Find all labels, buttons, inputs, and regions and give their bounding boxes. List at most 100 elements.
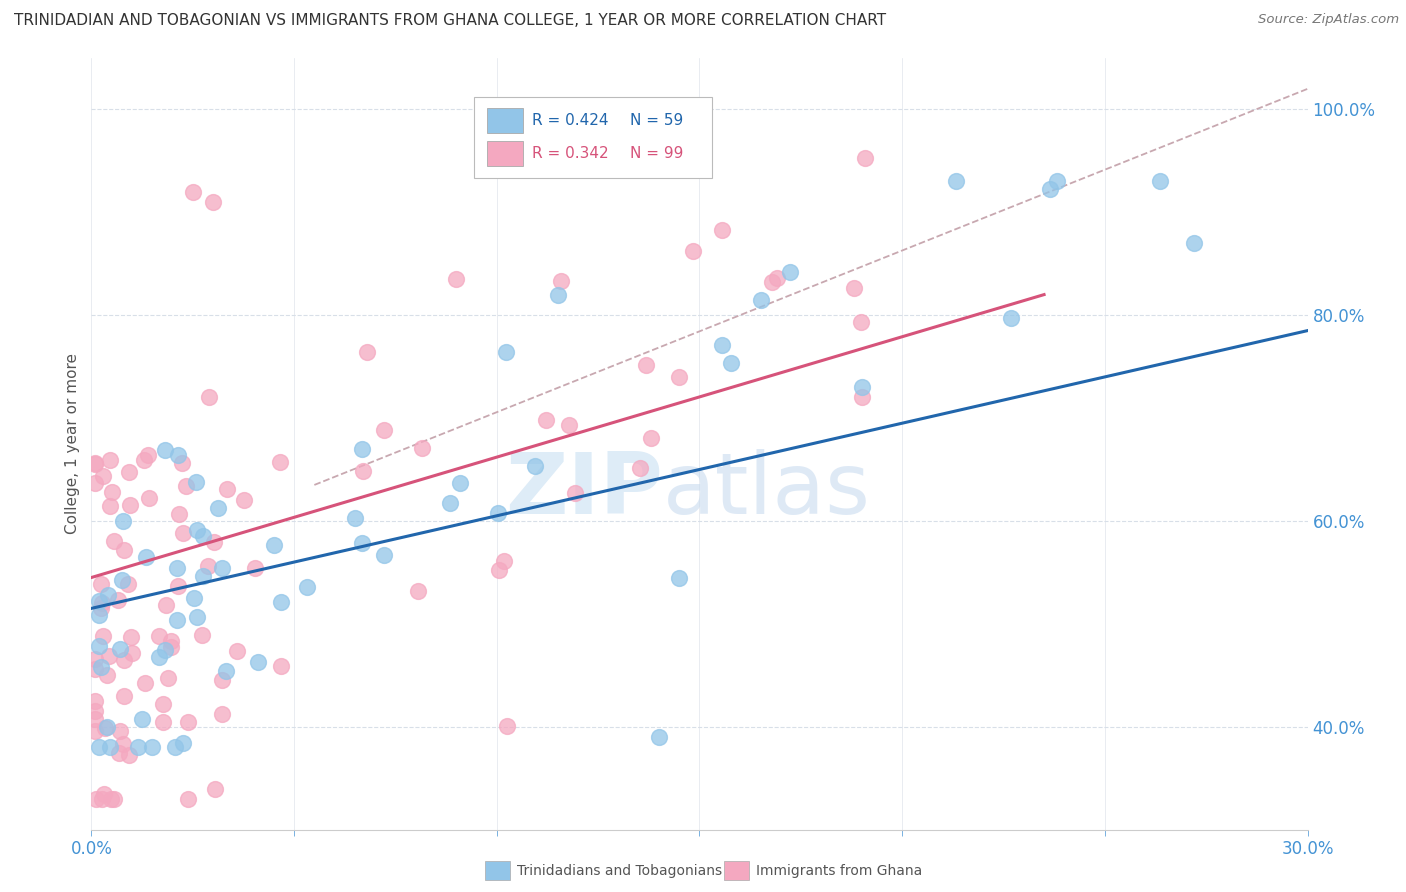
Point <box>851 391 873 405</box>
Point <box>91 468 114 483</box>
Point <box>295 580 318 594</box>
Point <box>138 491 160 505</box>
Point <box>93 787 115 801</box>
Point <box>197 390 219 404</box>
Point <box>761 275 783 289</box>
Point <box>558 418 581 433</box>
Point <box>636 359 658 373</box>
Point <box>373 549 395 563</box>
Point <box>711 338 734 352</box>
Point <box>132 453 155 467</box>
Bar <box>486 108 523 133</box>
Point <box>84 704 107 718</box>
Point <box>352 442 374 456</box>
Point <box>167 448 190 462</box>
Point <box>211 673 233 687</box>
Point <box>84 694 107 708</box>
Point <box>344 510 367 524</box>
Point <box>204 535 226 549</box>
Point <box>112 514 135 528</box>
Point <box>84 652 107 666</box>
Point <box>153 442 176 457</box>
Point <box>141 740 163 755</box>
Point <box>96 720 118 734</box>
Point <box>89 639 111 653</box>
Point <box>211 706 233 721</box>
Point <box>186 523 208 537</box>
Point <box>100 791 122 805</box>
Text: N = 99: N = 99 <box>630 146 683 161</box>
Point <box>486 507 509 521</box>
Point <box>844 281 866 295</box>
Point <box>449 476 471 491</box>
Point <box>84 712 107 726</box>
Point <box>90 600 112 615</box>
Point <box>134 675 156 690</box>
Point <box>849 315 872 329</box>
Point <box>668 370 690 384</box>
Point <box>648 730 671 744</box>
Point <box>945 174 967 188</box>
Point <box>91 629 114 643</box>
Point <box>524 459 547 474</box>
Point <box>488 563 510 577</box>
Point <box>89 660 111 674</box>
Text: Trinidadians and Tobagonians: Trinidadians and Tobagonians <box>517 863 723 878</box>
Point <box>247 655 270 669</box>
Point <box>496 719 519 733</box>
Text: ZIP: ZIP <box>505 449 664 532</box>
Point <box>170 456 193 470</box>
Point <box>112 653 135 667</box>
Point <box>84 456 107 470</box>
Point <box>117 747 139 762</box>
Point <box>439 496 461 510</box>
Point <box>668 570 690 584</box>
Point <box>270 659 292 673</box>
Point <box>202 194 225 209</box>
Point <box>356 344 378 359</box>
Point <box>851 380 873 394</box>
Point <box>1182 236 1205 251</box>
Point <box>84 723 107 738</box>
Point <box>152 715 174 730</box>
Point <box>631 111 654 125</box>
Point <box>174 479 197 493</box>
Point <box>547 287 569 301</box>
Text: N = 59: N = 59 <box>630 113 683 128</box>
Text: Immigrants from Ghana: Immigrants from Ghana <box>756 863 922 878</box>
Point <box>711 223 734 237</box>
Point <box>207 501 229 516</box>
Point <box>98 453 121 467</box>
FancyBboxPatch shape <box>474 96 711 178</box>
Point <box>243 560 266 574</box>
Point <box>534 413 557 427</box>
Point <box>191 529 214 543</box>
Point <box>111 573 134 587</box>
Point <box>193 569 215 583</box>
Point <box>269 455 291 469</box>
Point <box>98 499 121 513</box>
Point <box>270 595 292 609</box>
Point <box>112 689 135 703</box>
Point <box>211 561 233 575</box>
Point <box>112 542 135 557</box>
Point <box>89 740 111 755</box>
Point <box>373 423 395 437</box>
Point <box>118 498 141 512</box>
Point <box>97 649 120 664</box>
Point <box>160 634 183 648</box>
Point <box>1000 310 1022 325</box>
Point <box>107 593 129 607</box>
Point <box>166 613 188 627</box>
Point <box>172 526 194 541</box>
Point <box>233 492 256 507</box>
Point <box>495 344 517 359</box>
Point <box>172 736 194 750</box>
Point <box>163 740 186 755</box>
Y-axis label: College, 1 year or more: College, 1 year or more <box>65 353 80 534</box>
Text: TRINIDADIAN AND TOBAGONIAN VS IMMIGRANTS FROM GHANA COLLEGE, 1 YEAR OR MORE CORR: TRINIDADIAN AND TOBAGONIAN VS IMMIGRANTS… <box>14 13 886 29</box>
Point <box>152 697 174 711</box>
Point <box>184 475 207 489</box>
Point <box>176 791 198 805</box>
Text: atlas: atlas <box>664 449 870 532</box>
